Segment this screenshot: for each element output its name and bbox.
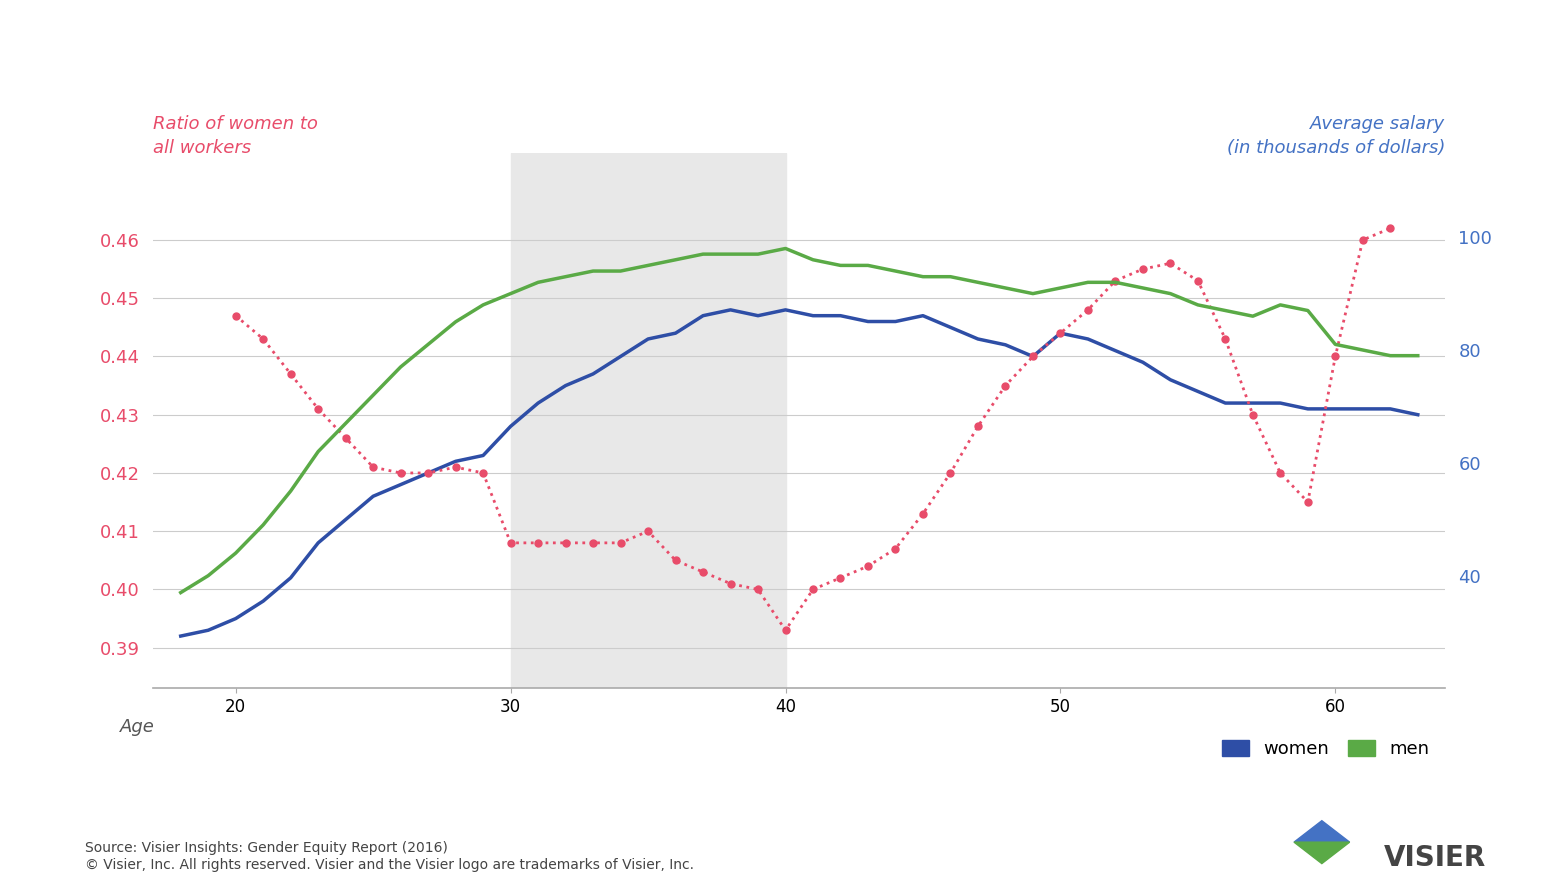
Text: Average salary
(in thousands of dollars): Average salary (in thousands of dollars) — [1228, 115, 1446, 156]
Legend: women, men: women, men — [1215, 732, 1436, 765]
Text: VISIER: VISIER — [1384, 844, 1486, 873]
Bar — [510, 153, 785, 688]
Text: Ratio of women to
all workers: Ratio of women to all workers — [153, 115, 318, 156]
X-axis label: Age: Age — [121, 718, 155, 736]
Text: Source: Visier Insights: Gender Equity Report (2016)
© Visier, Inc. All rights r: Source: Visier Insights: Gender Equity R… — [85, 841, 694, 872]
